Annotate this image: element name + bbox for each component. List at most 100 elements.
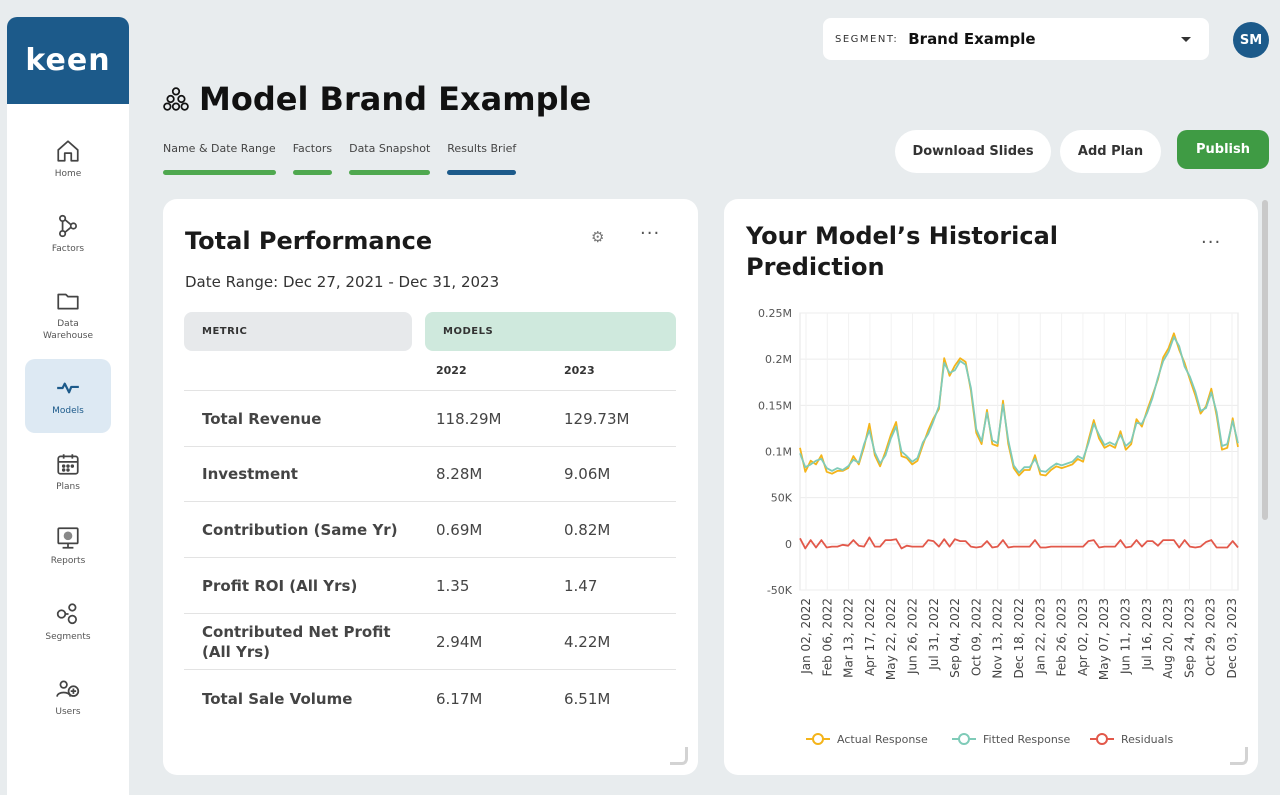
value-2022: 0.69M (436, 520, 483, 539)
sidebar-item-models[interactable]: Models (25, 359, 111, 433)
x-tick-label: Oct 09, 2022 (969, 598, 983, 676)
card-title: Total Performance (185, 227, 433, 255)
x-tick-label: Mar 13, 2022 (842, 598, 856, 678)
y-tick-label: 0.25M (758, 307, 792, 320)
resize-handle[interactable] (1230, 747, 1248, 765)
x-tick-label: Apr 17, 2022 (863, 598, 877, 676)
sidebar-item-plans[interactable]: Plans (25, 435, 111, 509)
date-range: Date Range: Dec 27, 2021 - Dec 31, 2023 (185, 273, 500, 291)
metric-name: Contribution (Same Yr) (202, 520, 398, 539)
y-tick-label: 0.15M (758, 399, 792, 412)
more-icon[interactable]: ··· (1201, 232, 1222, 253)
table-row: Contribution (Same Yr) 0.69M 0.82M (184, 501, 676, 557)
gear-icon[interactable]: ⚙ (591, 228, 605, 246)
value-2023: 129.73M (564, 409, 630, 428)
card-title-line: Prediction (746, 253, 885, 281)
sidebar-item-segments[interactable]: Segments (25, 585, 111, 659)
x-tick-label: Jul 31, 2022 (927, 598, 941, 671)
step-bar (292, 170, 333, 175)
sidebar-item-factors[interactable]: Factors (25, 197, 111, 271)
metric-header: METRIC (184, 312, 412, 351)
legend-fitted-response-marker (958, 733, 970, 745)
models-header: MODELS (425, 312, 676, 351)
value-2022: 8.28M (436, 465, 483, 483)
step-label: Name & Date Range (163, 142, 276, 155)
page-title-text: Model Brand Example (199, 80, 592, 118)
fitted-response-line (799, 336, 1239, 474)
card-title: Your Model’s Historical Prediction (746, 221, 1058, 283)
legend-actual-response: Actual Response (837, 733, 928, 746)
x-tick-label: Nov 13, 2022 (991, 598, 1005, 679)
step-label: Results Brief (447, 142, 517, 155)
y-tick-label: 0.1M (765, 446, 792, 459)
sidebar: keen Home Factors Data Warehouse Models … (7, 17, 129, 795)
total-performance-card: Total Performance ⚙ ··· Date Range: Dec … (163, 199, 698, 775)
sidebar-item-label: Home (54, 169, 82, 179)
x-tick-label: Oct 29, 2023 (1204, 598, 1218, 676)
segment-select[interactable]: SEGMENT: Brand Example (823, 18, 1209, 60)
legend-fitted-response: Fitted Response (983, 733, 1071, 746)
x-tick-label: Aug 20, 2023 (1161, 598, 1175, 679)
sidebar-item-label: Reports (50, 556, 86, 566)
step-name-date-range[interactable]: Name & Date Range (163, 142, 276, 175)
model-icon (163, 87, 189, 111)
factors-icon (59, 214, 77, 238)
card-title-line: Your Model’s Historical (746, 222, 1059, 250)
step-bar (349, 170, 431, 175)
step-results-brief[interactable]: Results Brief (447, 142, 517, 175)
x-tick-label: Dec 03, 2023 (1225, 598, 1239, 678)
value-2023: 9.06M (564, 465, 611, 483)
sidebar-item-label: Factors (51, 244, 85, 254)
metric-name: Contributed Net Profit (All Yrs) (202, 622, 391, 661)
calendar-icon (57, 454, 79, 475)
x-tick-label: Sep 04, 2022 (948, 598, 962, 678)
y-tick-label: 0.2M (765, 353, 792, 366)
step-factors[interactable]: Factors (292, 142, 333, 175)
keen-logo[interactable]: keen (7, 17, 129, 104)
x-tick-label: Feb 26, 2023 (1055, 598, 1069, 677)
value-2022: 2.94M (436, 632, 483, 651)
x-tick-label: May 07, 2023 (1097, 598, 1111, 680)
step-label: Data Snapshot (349, 142, 431, 155)
metric-name: Total Sale Volume (202, 689, 353, 708)
publish-button[interactable]: Publish (1177, 130, 1269, 169)
table-row: Total Sale Volume 6.17M 6.51M (184, 669, 676, 727)
download-slides-button[interactable]: Download Slides (895, 130, 1051, 173)
segment-label: SEGMENT: (835, 33, 899, 45)
value-2023: 1.47 (564, 576, 598, 595)
scrollbar[interactable] (1262, 200, 1268, 520)
value-2022: 1.35 (436, 576, 470, 595)
table-row: Profit ROI (All Yrs) 1.35 1.47 (184, 557, 676, 613)
x-tick-label: Dec 18, 2022 (1012, 598, 1026, 678)
report-icon (57, 527, 79, 549)
add-plan-button[interactable]: Add Plan (1060, 130, 1161, 173)
sidebar-item-label: Models (52, 406, 84, 416)
historical-prediction-card: Your Model’s Historical Prediction ··· 0… (724, 199, 1258, 775)
table-row: Contributed Net Profit (All Yrs) 2.94M 4… (184, 613, 676, 669)
page-title: Model Brand Example (163, 80, 591, 118)
x-tick-label: Jan 02, 2022 (799, 598, 813, 675)
sidebar-item-data-warehouse[interactable]: Data Warehouse (25, 275, 111, 355)
legend-actual-response-marker (812, 733, 824, 745)
segments-icon (56, 603, 77, 625)
sidebar-item-users[interactable]: Users (25, 660, 111, 734)
sidebar-item-home[interactable]: Home (25, 122, 111, 196)
metric-name: Total Revenue (202, 409, 322, 428)
step-data-snapshot[interactable]: Data Snapshot (349, 142, 431, 175)
value-2023: 6.51M (564, 689, 611, 708)
users-icon (56, 680, 80, 697)
more-icon[interactable]: ··· (640, 223, 661, 244)
table-row: Total Revenue 118.29M 129.73M (184, 390, 676, 446)
x-tick-label: Jun 26, 2022 (906, 598, 920, 675)
x-tick-label: Sep 24, 2023 (1182, 598, 1196, 678)
pulse-icon (57, 382, 79, 394)
x-tick-label: Jun 11, 2023 (1119, 598, 1133, 675)
resize-handle[interactable] (670, 747, 688, 765)
sidebar-item-reports[interactable]: Reports (25, 509, 111, 583)
historical-prediction-chart: 0.25M 0.2M 0.15M 0.1M 50K 0 -50K Jan 02, 2022 Fe… (758, 307, 1239, 746)
value-2023: 0.82M (564, 520, 611, 539)
avatar[interactable]: SM (1233, 22, 1269, 58)
metric-name: Profit ROI (All Yrs) (202, 576, 358, 595)
sidebar-item-label: Plans (56, 482, 80, 492)
home-icon (57, 140, 79, 162)
